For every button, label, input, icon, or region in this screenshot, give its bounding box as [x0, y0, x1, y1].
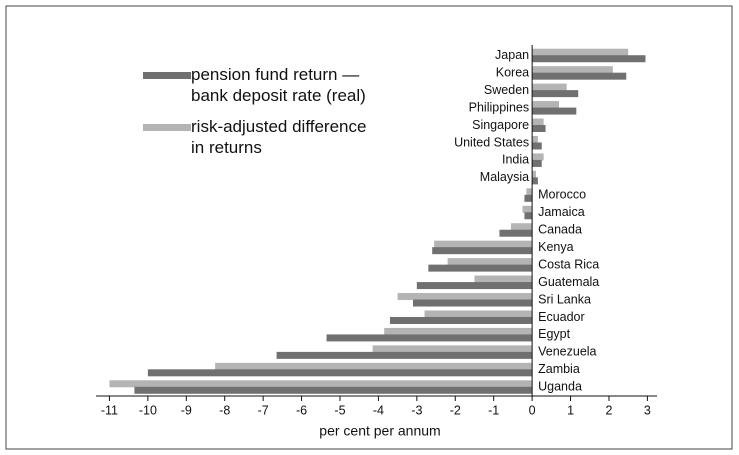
bar [434, 240, 533, 248]
category-label: Guatemala [538, 275, 599, 289]
category-label: Singapore [472, 118, 529, 132]
bar [499, 229, 533, 237]
x-tick-label: -10 [139, 403, 157, 417]
category-label: Korea [496, 65, 529, 79]
bar [326, 334, 533, 342]
bar [532, 101, 560, 109]
bar [532, 83, 567, 91]
legend: pension fund return — bank deposit rate … [143, 64, 383, 168]
x-tick-label: -7 [258, 403, 269, 417]
category-label: Egypt [538, 327, 570, 341]
category-label: Kenya [538, 240, 573, 254]
category-label: Sweden [484, 83, 529, 97]
bar [215, 362, 533, 370]
bar [532, 142, 542, 150]
category-label: Philippines [469, 100, 529, 114]
x-tick-label: -11 [101, 403, 118, 417]
bar [389, 316, 533, 324]
category-label: India [502, 153, 529, 167]
x-tick-label: -6 [296, 403, 307, 417]
x-tick-label: -5 [334, 403, 345, 417]
bar [432, 247, 533, 255]
bar [424, 310, 533, 318]
bar [532, 170, 536, 178]
bar [532, 153, 544, 161]
bar [532, 125, 546, 133]
category-label: United States [454, 135, 529, 149]
bar [447, 258, 533, 266]
frame [5, 5, 733, 450]
x-tick-label: 0 [529, 403, 536, 417]
bar [532, 135, 538, 143]
bar [522, 205, 533, 213]
bar [532, 177, 538, 185]
category-label: Canada [538, 223, 582, 237]
category-label: Zambia [538, 362, 580, 376]
x-tick-label: -1 [488, 403, 499, 417]
bar [134, 386, 533, 394]
x-tick-label: 3 [644, 403, 651, 417]
legend-label: pension fund return — bank deposit rate … [191, 65, 366, 105]
bar [384, 327, 533, 335]
bar [532, 118, 544, 126]
category-label: Sri Lanka [538, 292, 591, 306]
bar [532, 72, 627, 80]
bar [372, 345, 533, 353]
category-label: Ecuador [538, 310, 585, 324]
category-label: Morocco [538, 188, 586, 202]
bar [413, 299, 533, 307]
x-tick-label: 2 [605, 403, 612, 417]
bar [532, 90, 579, 98]
legend-item: risk-adjusted difference in returns [143, 116, 383, 158]
bar [474, 275, 533, 283]
legend-swatch [143, 124, 191, 131]
x-tick-label: 1 [567, 403, 574, 417]
category-label: Costa Rica [538, 257, 599, 271]
legend-label: risk-adjusted difference in returns [191, 117, 367, 157]
legend-swatch [143, 72, 191, 79]
bar [397, 293, 533, 301]
category-label: Venezuela [538, 345, 596, 359]
bar [532, 107, 577, 115]
x-tick-label: -2 [450, 403, 461, 417]
bar [147, 369, 533, 377]
x-tick-label: -9 [181, 403, 192, 417]
bar [109, 380, 533, 388]
category-label: Malaysia [480, 170, 529, 184]
bar [532, 159, 542, 167]
category-label: Jamaica [538, 205, 585, 219]
bar [428, 264, 533, 272]
bar [532, 66, 613, 74]
bar [276, 351, 533, 359]
category-label: Japan [495, 48, 529, 62]
x-axis-label: per cent per annum [319, 423, 440, 439]
bar [416, 282, 533, 290]
bar [526, 188, 533, 196]
x-tick-label: -8 [219, 403, 230, 417]
bar [532, 48, 629, 56]
bar [524, 212, 533, 220]
x-tick-label: -4 [373, 403, 384, 417]
bar [532, 55, 646, 63]
x-tick-label: -3 [411, 403, 422, 417]
bar [524, 194, 533, 202]
legend-item: pension fund return — bank deposit rate … [143, 64, 383, 106]
bar [510, 223, 533, 231]
category-label: Uganda [538, 380, 582, 394]
